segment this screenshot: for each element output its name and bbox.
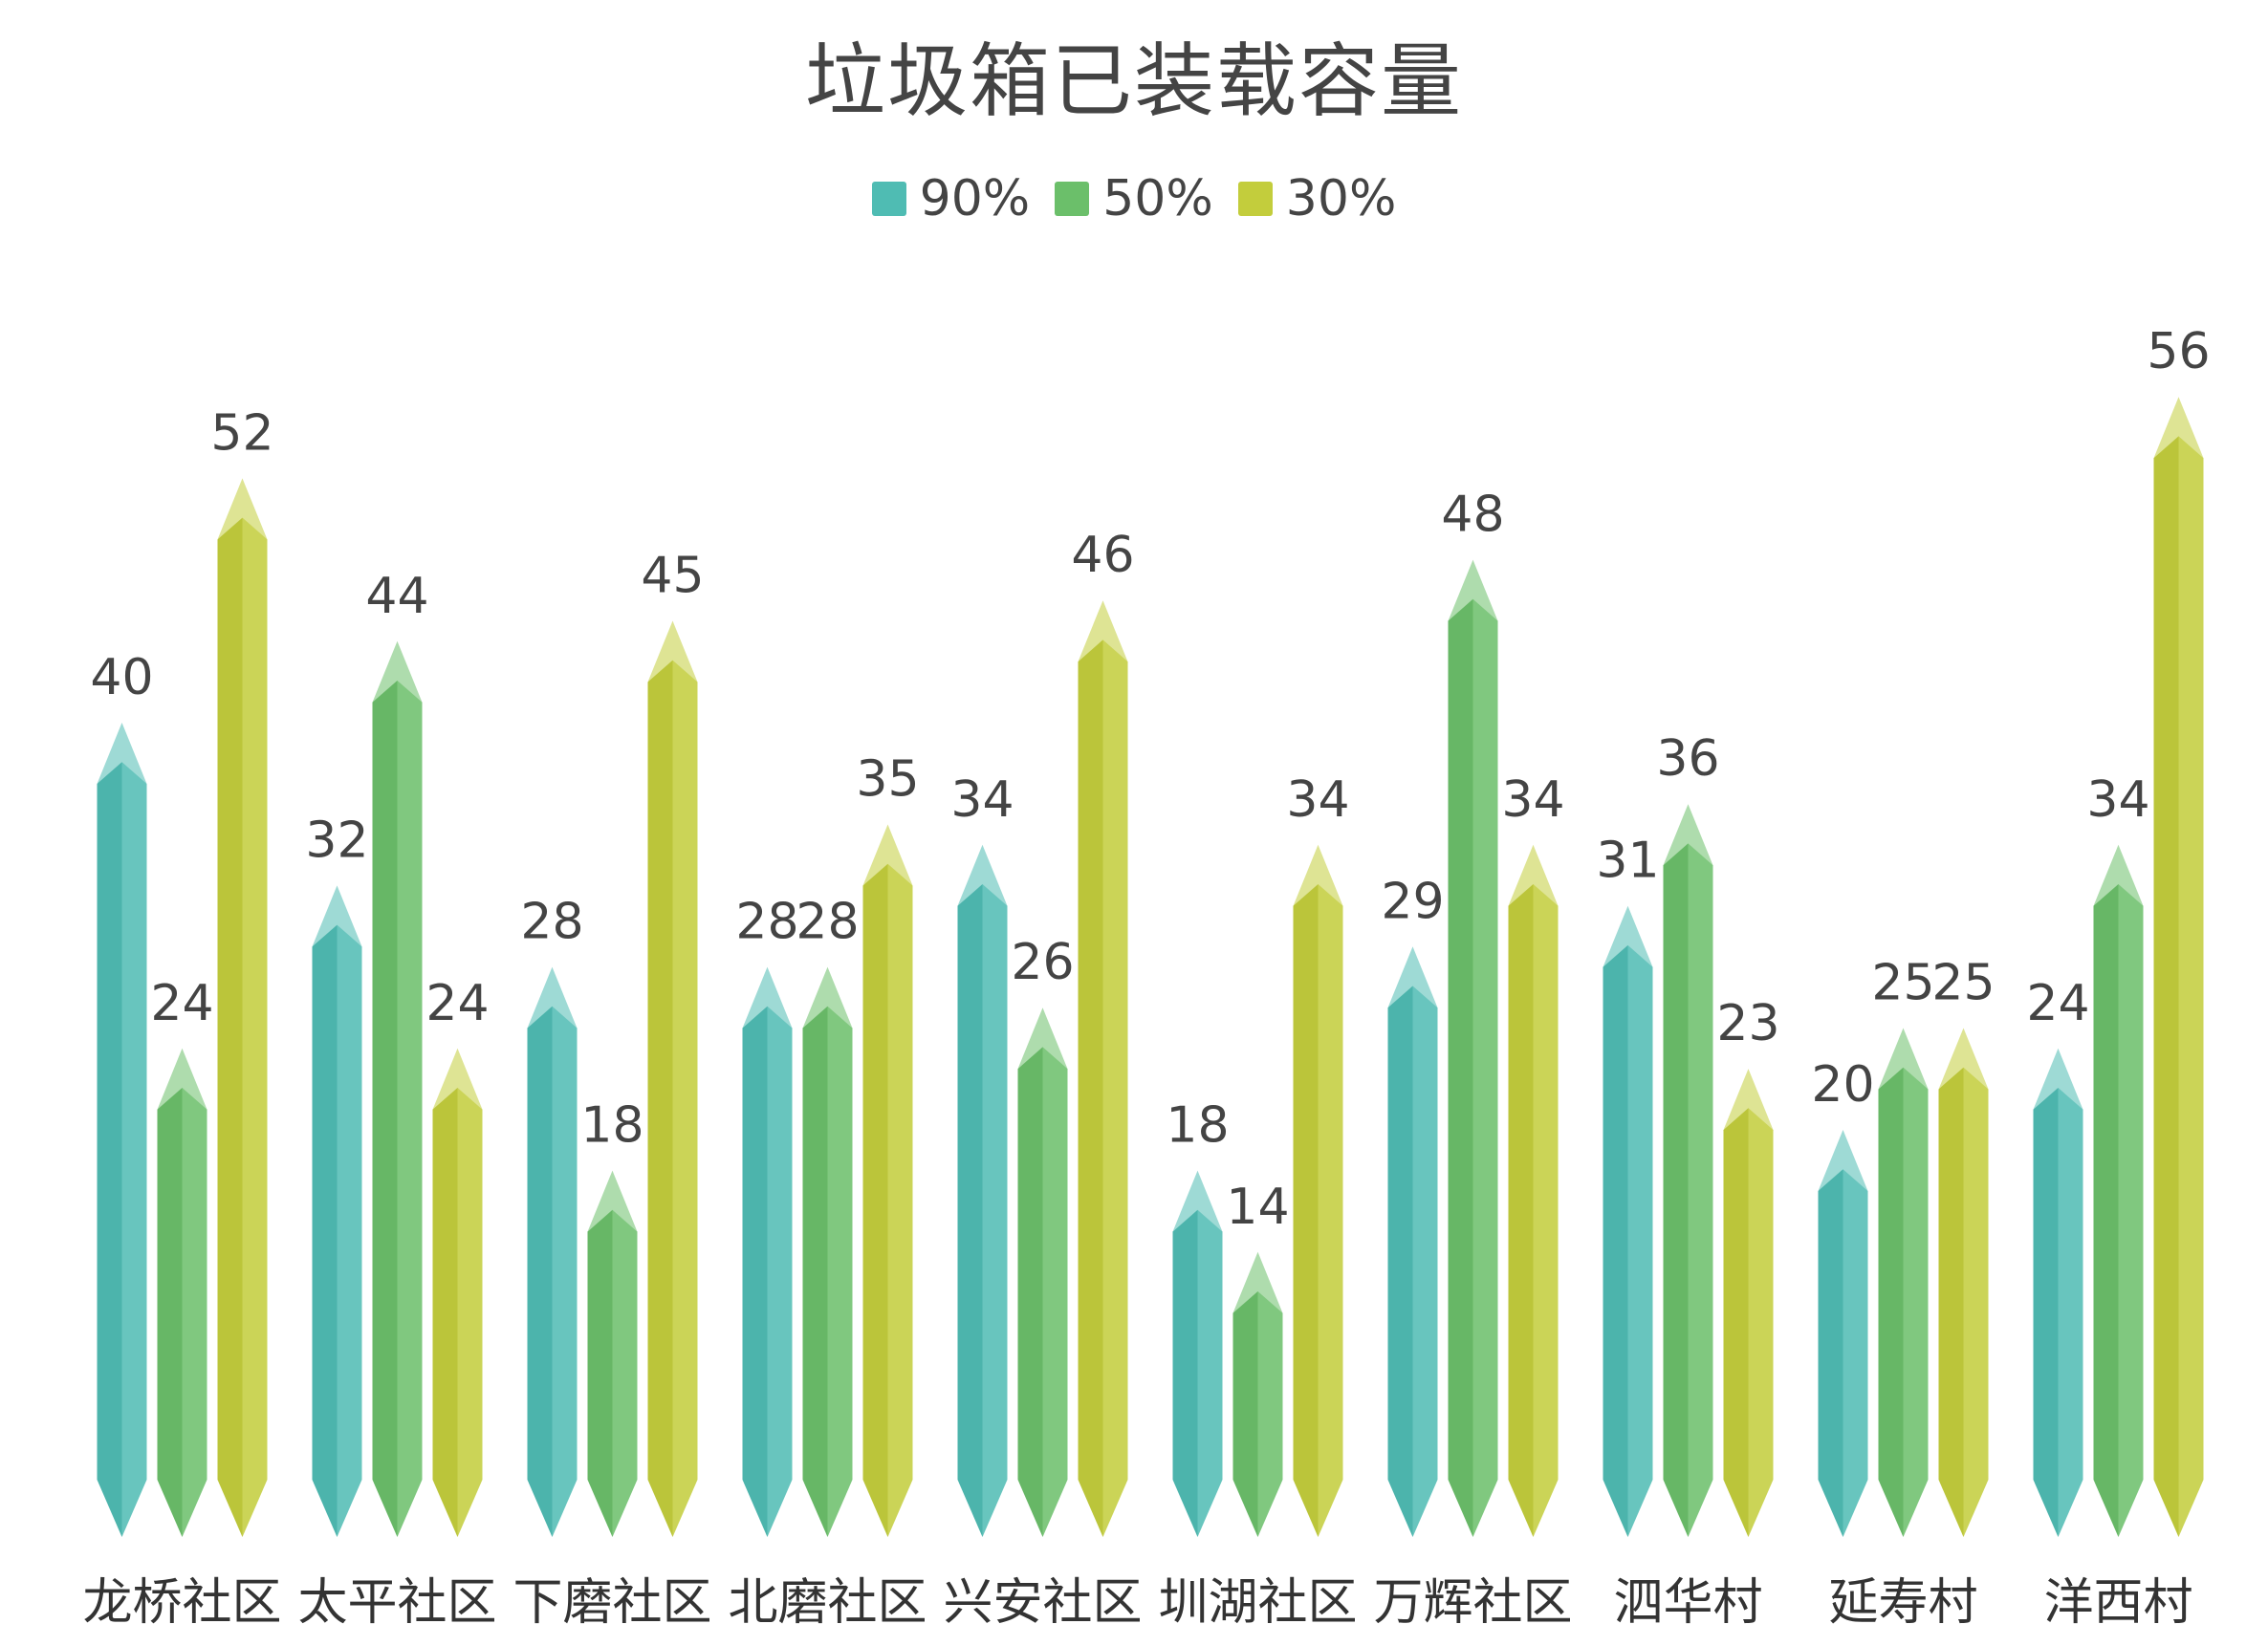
value-label-50-2: 18 xyxy=(580,1097,643,1155)
value-label-30-7: 23 xyxy=(1716,995,1779,1052)
category-label-1: 太平社区 xyxy=(297,1574,496,1632)
value-label-30-4: 46 xyxy=(1071,527,1134,584)
legend-label-30: 30% xyxy=(1285,170,1397,227)
value-label-50-9: 34 xyxy=(2086,771,2149,829)
bar-50-6[interactable] xyxy=(1448,559,1498,1537)
legend-item-30[interactable]: 30% xyxy=(1237,170,1397,227)
value-label-50-4: 26 xyxy=(1011,934,1074,991)
value-label-30-0: 52 xyxy=(210,404,273,462)
category-label-6: 万辉社区 xyxy=(1373,1574,1572,1632)
value-label-90-1: 32 xyxy=(305,812,368,869)
legend-label-90: 90% xyxy=(919,170,1031,227)
legend-item-90[interactable]: 90% xyxy=(871,170,1031,227)
value-label-90-0: 40 xyxy=(90,649,153,706)
value-label-90-5: 18 xyxy=(1166,1097,1229,1155)
bar-30-3[interactable] xyxy=(862,824,913,1538)
value-label-50-0: 24 xyxy=(150,975,213,1032)
category-label-5: 圳湖社区 xyxy=(1158,1574,1357,1632)
legend-label-50: 50% xyxy=(1102,170,1213,227)
value-label-90-2: 28 xyxy=(520,894,583,951)
category-label-8: 延寿村 xyxy=(1828,1574,1977,1632)
value-label-90-7: 31 xyxy=(1596,833,1659,890)
value-label-90-3: 28 xyxy=(735,894,798,951)
bar-90-0[interactable] xyxy=(97,723,147,1537)
legend-swatch-50 xyxy=(1055,182,1090,216)
bar-30-4[interactable] xyxy=(1078,600,1128,1537)
bar-90-8[interactable] xyxy=(1818,1130,1868,1537)
value-label-30-9: 56 xyxy=(2147,323,2210,380)
bar-50-8[interactable] xyxy=(1878,1028,1929,1538)
bar-90-2[interactable] xyxy=(527,966,578,1537)
category-label-9: 洋西村 xyxy=(2043,1574,2192,1632)
category-label-7: 泗华村 xyxy=(1613,1574,1762,1632)
value-label-30-8: 25 xyxy=(1931,955,1995,1012)
bar-50-3[interactable] xyxy=(802,966,853,1537)
bar-30-0[interactable] xyxy=(217,478,268,1537)
chart-title: 垃圾箱已装载容量 xyxy=(804,34,1463,128)
legend-item-50[interactable]: 50% xyxy=(1055,170,1213,227)
category-label-0: 龙桥社区 xyxy=(82,1574,281,1632)
value-label-90-9: 24 xyxy=(2026,975,2089,1032)
value-label-50-6: 48 xyxy=(1441,487,1504,544)
value-label-90-6: 29 xyxy=(1381,873,1444,930)
value-label-30-6: 34 xyxy=(1501,771,1564,829)
bar-90-7[interactable] xyxy=(1603,905,1653,1537)
value-label-30-1: 24 xyxy=(425,975,489,1032)
value-label-30-2: 45 xyxy=(641,548,704,605)
bar-90-6[interactable] xyxy=(1387,946,1438,1537)
value-label-90-4: 34 xyxy=(950,771,1014,829)
bar-90-1[interactable] xyxy=(312,885,362,1537)
bar-50-1[interactable] xyxy=(372,640,423,1537)
bar-30-7[interactable] xyxy=(1723,1069,1774,1537)
legend: 90% 50% 30% xyxy=(0,170,2268,227)
value-label-30-5: 34 xyxy=(1286,771,1349,829)
category-label-4: 兴安社区 xyxy=(943,1574,1142,1632)
bar-30-5[interactable] xyxy=(1293,844,1343,1537)
bar-50-7[interactable] xyxy=(1663,804,1713,1537)
bar-90-3[interactable] xyxy=(742,966,793,1537)
bar-50-0[interactable] xyxy=(157,1048,207,1537)
category-label-3: 北磨社区 xyxy=(728,1574,927,1632)
category-label-2: 下磨社区 xyxy=(512,1574,711,1632)
value-label-90-8: 20 xyxy=(1811,1056,1874,1114)
bar-50-4[interactable] xyxy=(1017,1007,1068,1537)
bar-50-2[interactable] xyxy=(587,1170,638,1537)
value-label-30-3: 35 xyxy=(856,751,919,809)
bar-30-6[interactable] xyxy=(1508,844,1559,1537)
bar-30-2[interactable] xyxy=(647,620,698,1538)
value-label-50-8: 25 xyxy=(1871,955,1934,1012)
bar-90-5[interactable] xyxy=(1172,1170,1223,1537)
bar-50-9[interactable] xyxy=(2093,844,2144,1537)
bar-30-1[interactable] xyxy=(432,1048,483,1537)
value-label-50-7: 36 xyxy=(1656,730,1719,788)
bar-90-9[interactable] xyxy=(2033,1048,2083,1537)
value-label-50-5: 14 xyxy=(1226,1179,1289,1236)
value-label-50-3: 28 xyxy=(796,894,859,951)
legend-swatch-30 xyxy=(1237,182,1273,216)
value-label-50-1: 44 xyxy=(365,568,428,625)
legend-swatch-90 xyxy=(871,182,906,216)
bar-90-4[interactable] xyxy=(957,844,1008,1537)
bar-50-5[interactable] xyxy=(1232,1251,1283,1537)
bar-30-9[interactable] xyxy=(2153,397,2204,1537)
bar-30-8[interactable] xyxy=(1938,1028,1989,1538)
